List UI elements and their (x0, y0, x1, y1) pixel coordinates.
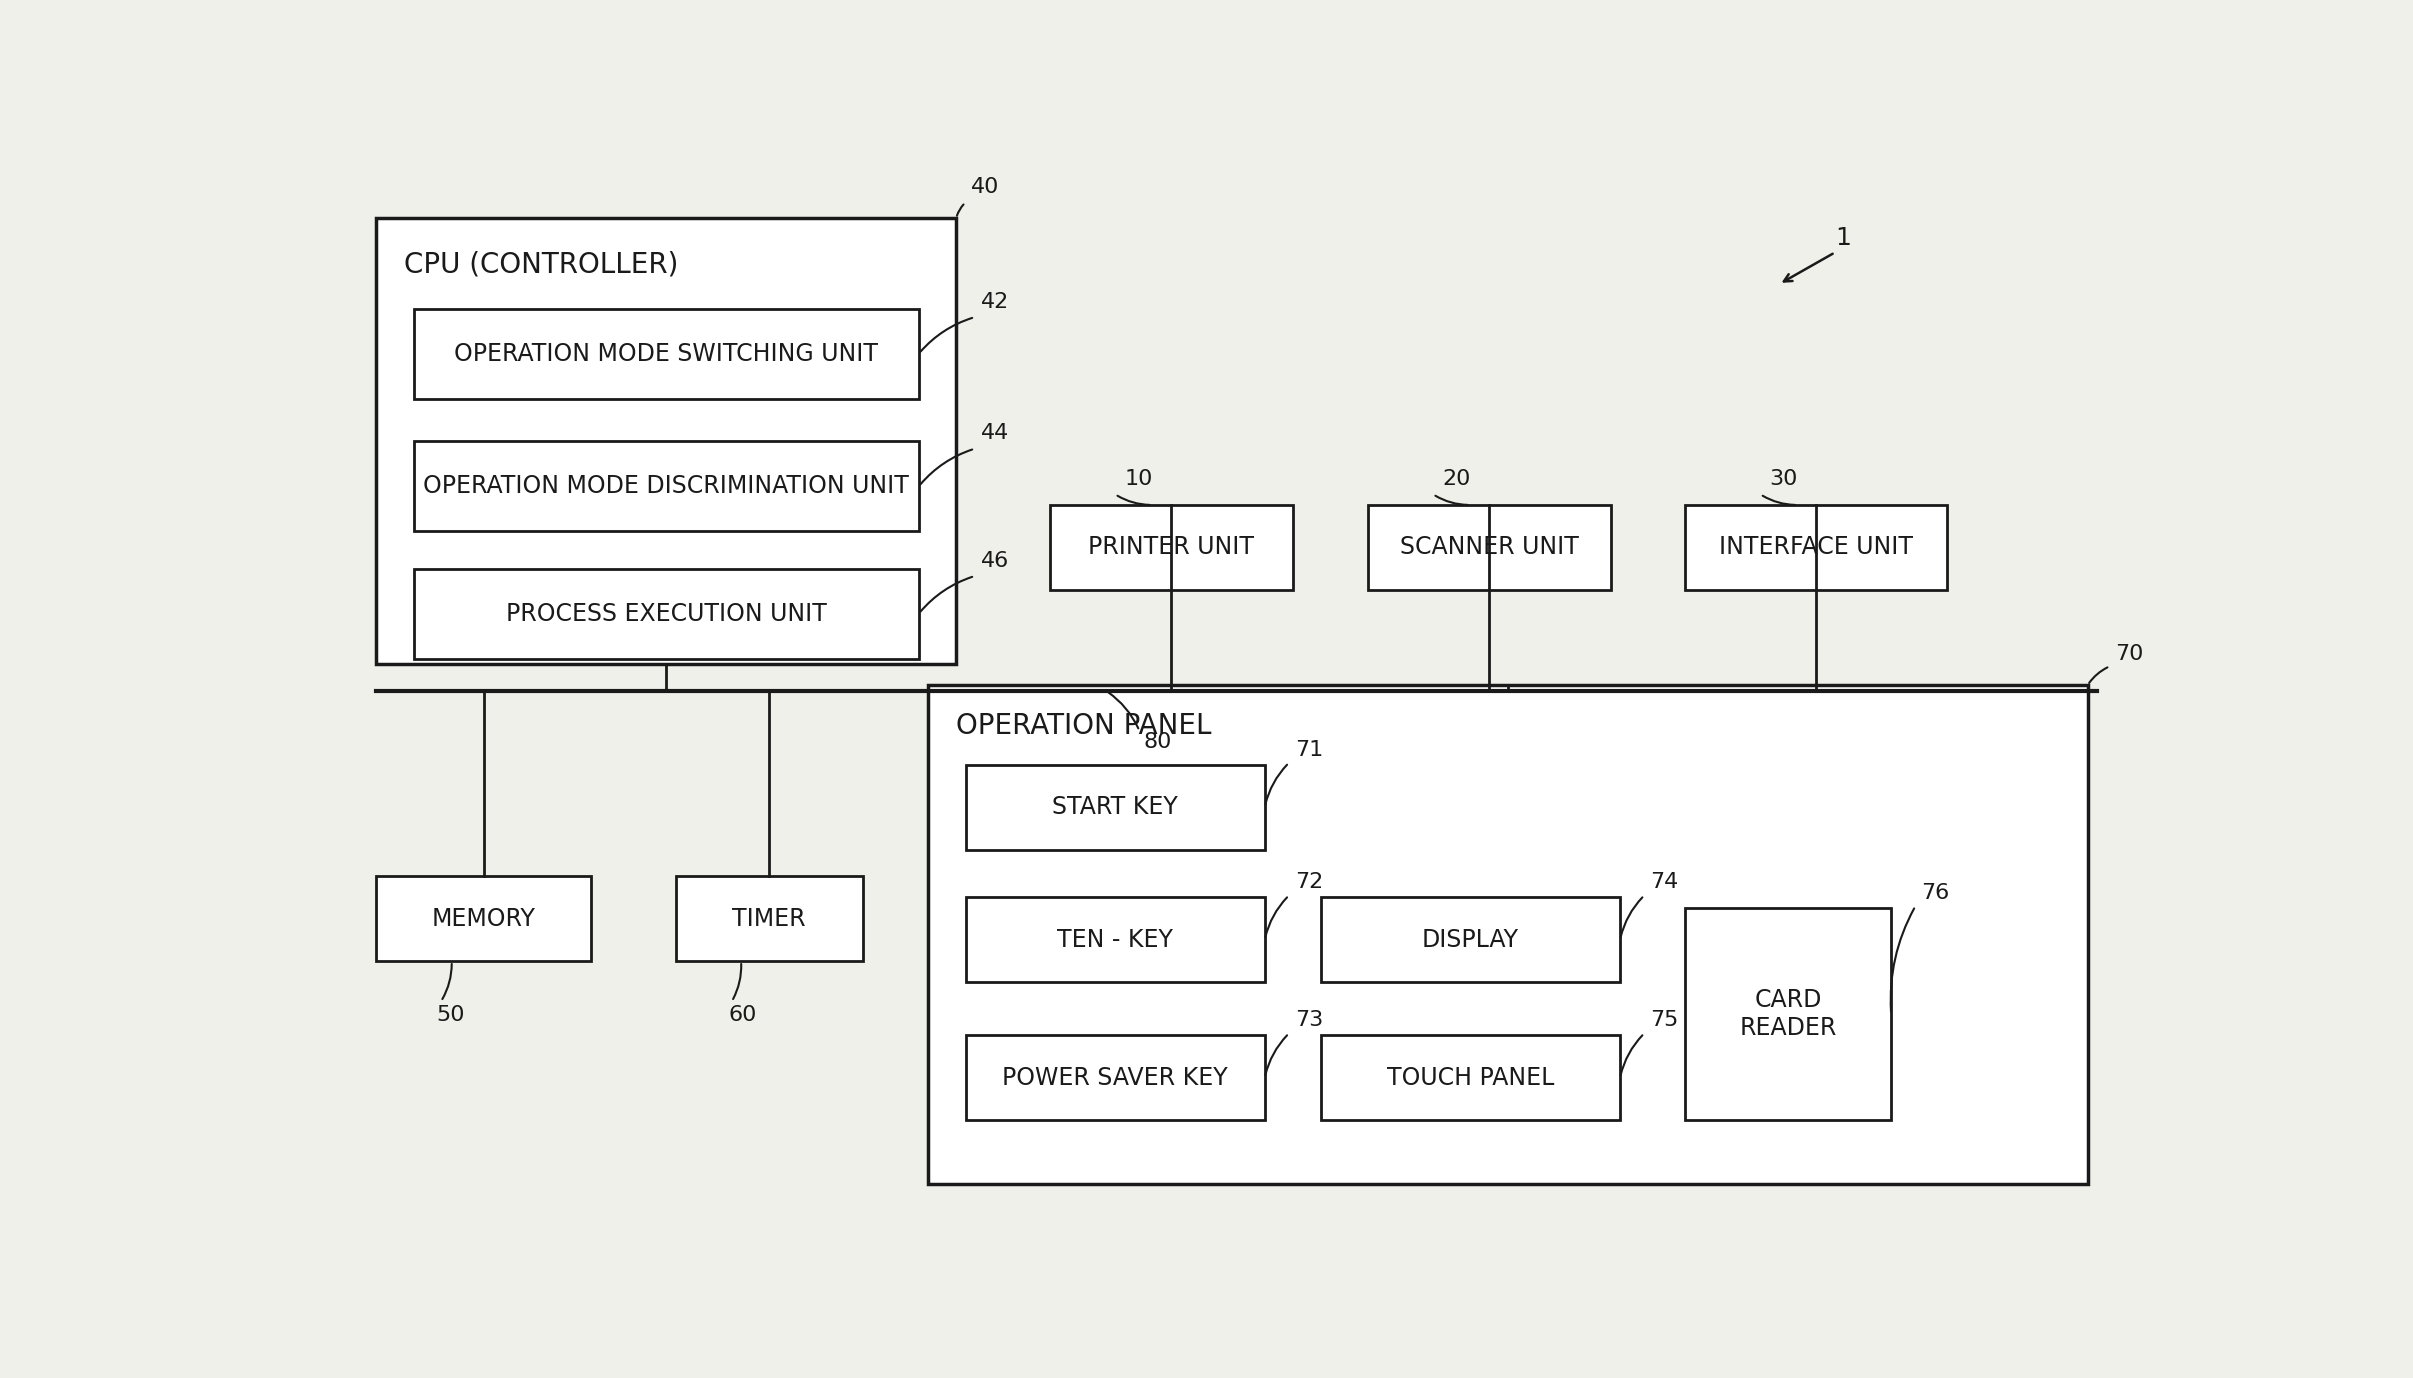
Text: 76: 76 (1921, 883, 1950, 903)
Text: OPERATION MODE SWITCHING UNIT: OPERATION MODE SWITCHING UNIT (454, 342, 878, 365)
Text: 73: 73 (1296, 1010, 1322, 1031)
Text: TOUCH PANEL: TOUCH PANEL (1387, 1065, 1554, 1090)
Text: 44: 44 (980, 423, 1009, 444)
Text: TIMER: TIMER (731, 907, 806, 930)
Bar (415, 569, 919, 659)
Bar (1368, 504, 1612, 590)
Bar (1684, 908, 1892, 1120)
Text: CPU (CONTROLLER): CPU (CONTROLLER) (405, 251, 678, 278)
Bar (1320, 1035, 1619, 1120)
Text: 10: 10 (1124, 469, 1153, 489)
Bar (415, 309, 919, 398)
Text: MEMORY: MEMORY (432, 907, 536, 930)
Bar (676, 876, 864, 962)
Bar (376, 876, 591, 962)
Text: 40: 40 (970, 178, 999, 197)
Text: 70: 70 (2116, 644, 2145, 664)
Bar (1684, 504, 1947, 590)
Bar (415, 441, 919, 532)
Text: 80: 80 (1144, 732, 1173, 752)
Bar (965, 765, 1264, 850)
Text: SCANNER UNIT: SCANNER UNIT (1400, 535, 1578, 559)
Bar (1050, 504, 1293, 590)
Text: CARD
READER: CARD READER (1740, 988, 1836, 1040)
Text: 74: 74 (1650, 872, 1677, 892)
Text: 71: 71 (1296, 740, 1322, 759)
Bar (965, 1035, 1264, 1120)
Text: PRINTER UNIT: PRINTER UNIT (1088, 535, 1255, 559)
Text: OPERATION PANEL: OPERATION PANEL (956, 712, 1211, 740)
Text: 50: 50 (437, 1005, 466, 1025)
Text: 75: 75 (1650, 1010, 1679, 1031)
Text: TEN - KEY: TEN - KEY (1057, 927, 1173, 952)
Text: PROCESS EXECUTION UNIT: PROCESS EXECUTION UNIT (507, 602, 828, 626)
Text: 20: 20 (1443, 469, 1472, 489)
Bar (376, 218, 956, 664)
Text: 72: 72 (1296, 872, 1322, 892)
Bar (929, 685, 2087, 1184)
Bar (965, 897, 1264, 983)
Text: 42: 42 (980, 292, 1009, 311)
Text: 30: 30 (1769, 469, 1798, 489)
Text: POWER SAVER KEY: POWER SAVER KEY (1001, 1065, 1228, 1090)
Text: 60: 60 (729, 1005, 755, 1025)
Text: 1: 1 (1836, 226, 1851, 251)
Bar (1320, 897, 1619, 983)
Text: DISPLAY: DISPLAY (1421, 927, 1518, 952)
Text: INTERFACE UNIT: INTERFACE UNIT (1720, 535, 1914, 559)
Text: 46: 46 (980, 551, 1009, 570)
Text: OPERATION MODE DISCRIMINATION UNIT: OPERATION MODE DISCRIMINATION UNIT (422, 474, 910, 499)
Text: START KEY: START KEY (1052, 795, 1178, 820)
